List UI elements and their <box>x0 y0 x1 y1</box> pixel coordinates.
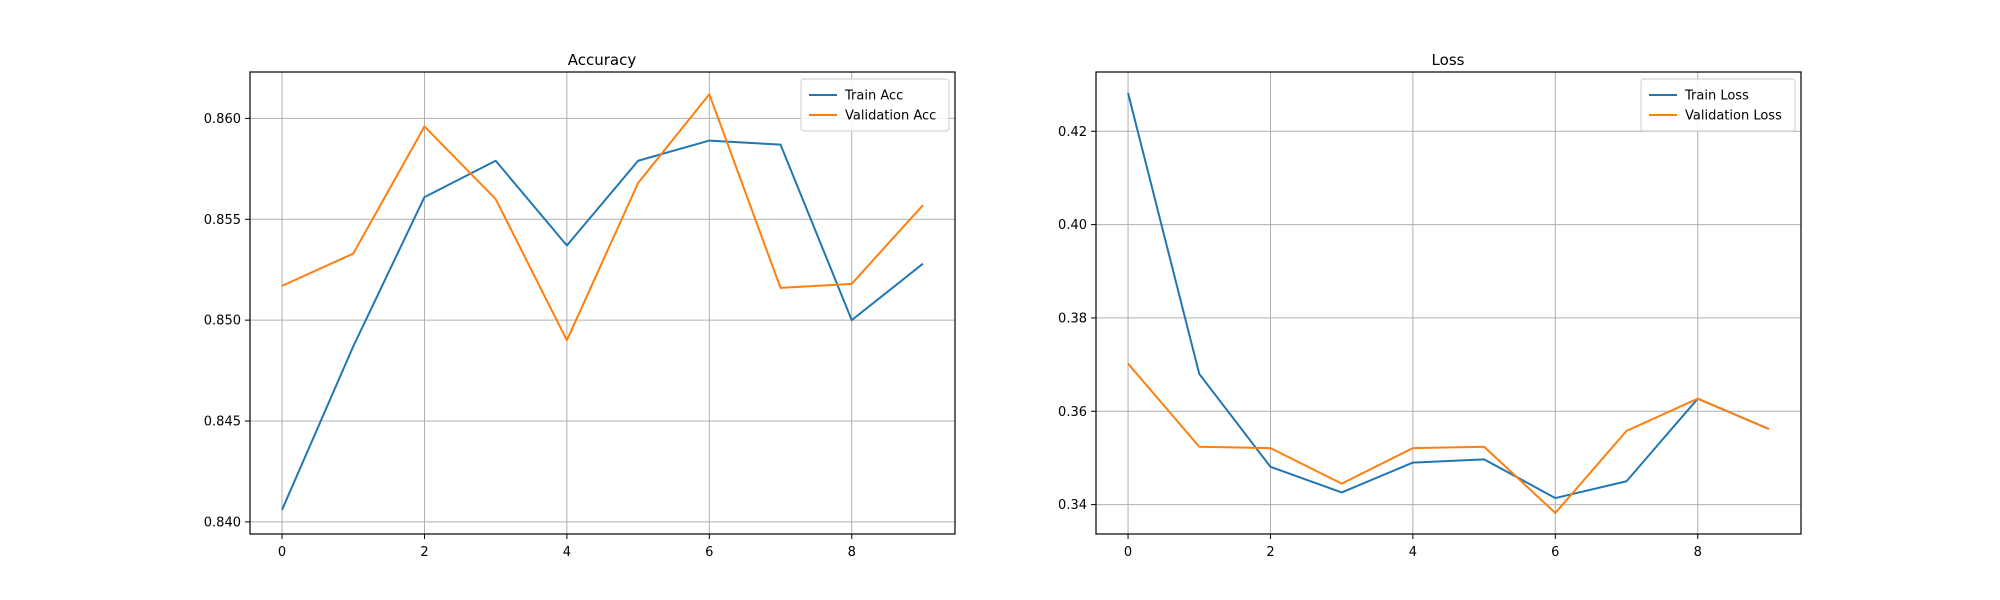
x-tick-label: 0 <box>278 545 286 560</box>
loss-chart: Loss 0 2 4 6 8 0.34 0.36 0.38 0.40 0.42 Train Loss… <box>1058 51 1802 560</box>
series-line-train <box>1127 92 1770 500</box>
legend: Train Acc Validation Acc <box>800 78 950 132</box>
y-tick-label: 0.845 <box>204 415 241 430</box>
x-tick-label: 8 <box>848 545 856 560</box>
y-tick-label: 0.860 <box>204 112 241 127</box>
legend-label: Train Acc <box>844 89 903 104</box>
legend-box <box>800 78 950 132</box>
y-tick-label: 0.840 <box>204 515 241 530</box>
accuracy-chart: Accuracy 0 2 4 6 8 0.840 0.845 0.850 0.855 0.860 T… <box>204 51 956 560</box>
x-tick-label: 0 <box>1124 545 1132 560</box>
x-tick-label: 6 <box>705 545 713 560</box>
plot-frame <box>249 71 956 535</box>
x-tick-label: 2 <box>1266 545 1274 560</box>
y-tick-label: 0.40 <box>1058 218 1087 233</box>
x-tick-label: 4 <box>1409 545 1417 560</box>
y-tick-label: 0.34 <box>1058 498 1087 513</box>
plot-frame <box>1095 71 1802 535</box>
chart-title: Loss <box>1432 51 1465 69</box>
legend-label: Train Loss <box>1684 89 1749 104</box>
series-line-validation <box>1127 363 1770 514</box>
x-tick-label: 2 <box>420 545 428 560</box>
y-tick-label: 0.36 <box>1058 405 1087 420</box>
series-line-train <box>281 139 924 511</box>
x-tick-label: 4 <box>563 545 571 560</box>
x-tick-label: 8 <box>1694 545 1702 560</box>
legend-box <box>1640 78 1796 132</box>
y-tick-label: 0.855 <box>204 213 241 228</box>
y-tick-label: 0.38 <box>1058 311 1087 326</box>
y-tick-label: 0.42 <box>1058 125 1087 140</box>
chart-title: Accuracy <box>568 51 637 69</box>
x-tick-label: 6 <box>1551 545 1559 560</box>
y-tick-label: 0.850 <box>204 314 241 329</box>
legend-label: Validation Loss <box>1685 109 1782 124</box>
series-line-validation <box>281 93 924 342</box>
legend: Train Loss Validation Loss <box>1640 78 1796 132</box>
legend-label: Validation Acc <box>845 109 936 124</box>
